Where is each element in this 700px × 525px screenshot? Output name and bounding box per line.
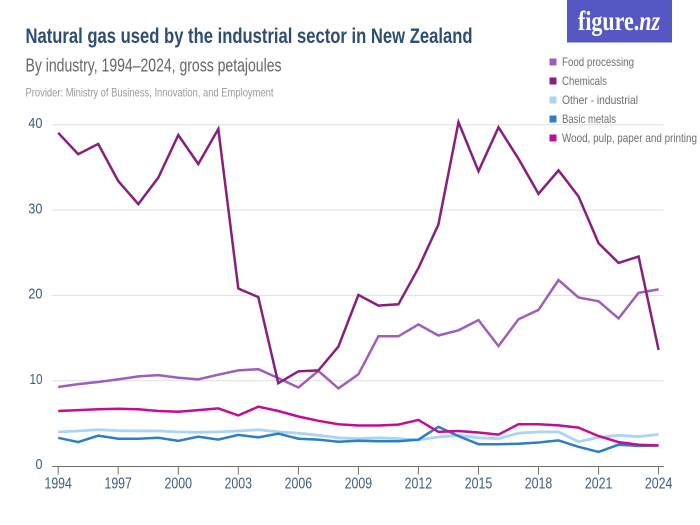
svg-text:20: 20 bbox=[28, 287, 42, 303]
svg-text:2024: 2024 bbox=[645, 476, 673, 493]
svg-text:1997: 1997 bbox=[104, 476, 132, 493]
svg-text:30: 30 bbox=[28, 201, 42, 217]
svg-text:2021: 2021 bbox=[585, 476, 613, 493]
svg-text:figure.nz: figure.nz bbox=[578, 6, 660, 36]
svg-text:2009: 2009 bbox=[345, 476, 373, 493]
svg-text:2006: 2006 bbox=[285, 476, 313, 493]
svg-text:2015: 2015 bbox=[465, 476, 493, 493]
svg-text:2018: 2018 bbox=[525, 476, 553, 493]
svg-text:1994: 1994 bbox=[44, 476, 72, 493]
svg-text:0: 0 bbox=[36, 457, 43, 473]
svg-text:Food processing: Food processing bbox=[562, 56, 634, 69]
svg-text:2000: 2000 bbox=[165, 476, 193, 493]
svg-text:Chemicals: Chemicals bbox=[562, 75, 607, 88]
svg-text:2003: 2003 bbox=[225, 476, 253, 493]
svg-text:10: 10 bbox=[30, 372, 43, 388]
svg-text:Basic metals: Basic metals bbox=[562, 113, 616, 126]
svg-text:Wood, pulp, paper and printing: Wood, pulp, paper and printing bbox=[562, 132, 697, 145]
svg-text:By industry, 1994–2024, gross: By industry, 1994–2024, gross petajoules bbox=[26, 56, 282, 76]
svg-text:40: 40 bbox=[28, 116, 42, 132]
svg-text:Natural gas used by the indust: Natural gas used by the industrial secto… bbox=[26, 24, 473, 48]
svg-text:2012: 2012 bbox=[405, 476, 433, 493]
svg-text:Other - industrial: Other - industrial bbox=[562, 94, 638, 107]
svg-text:Provider: Ministry of Business: Provider: Ministry of Business, Innovati… bbox=[26, 87, 275, 100]
